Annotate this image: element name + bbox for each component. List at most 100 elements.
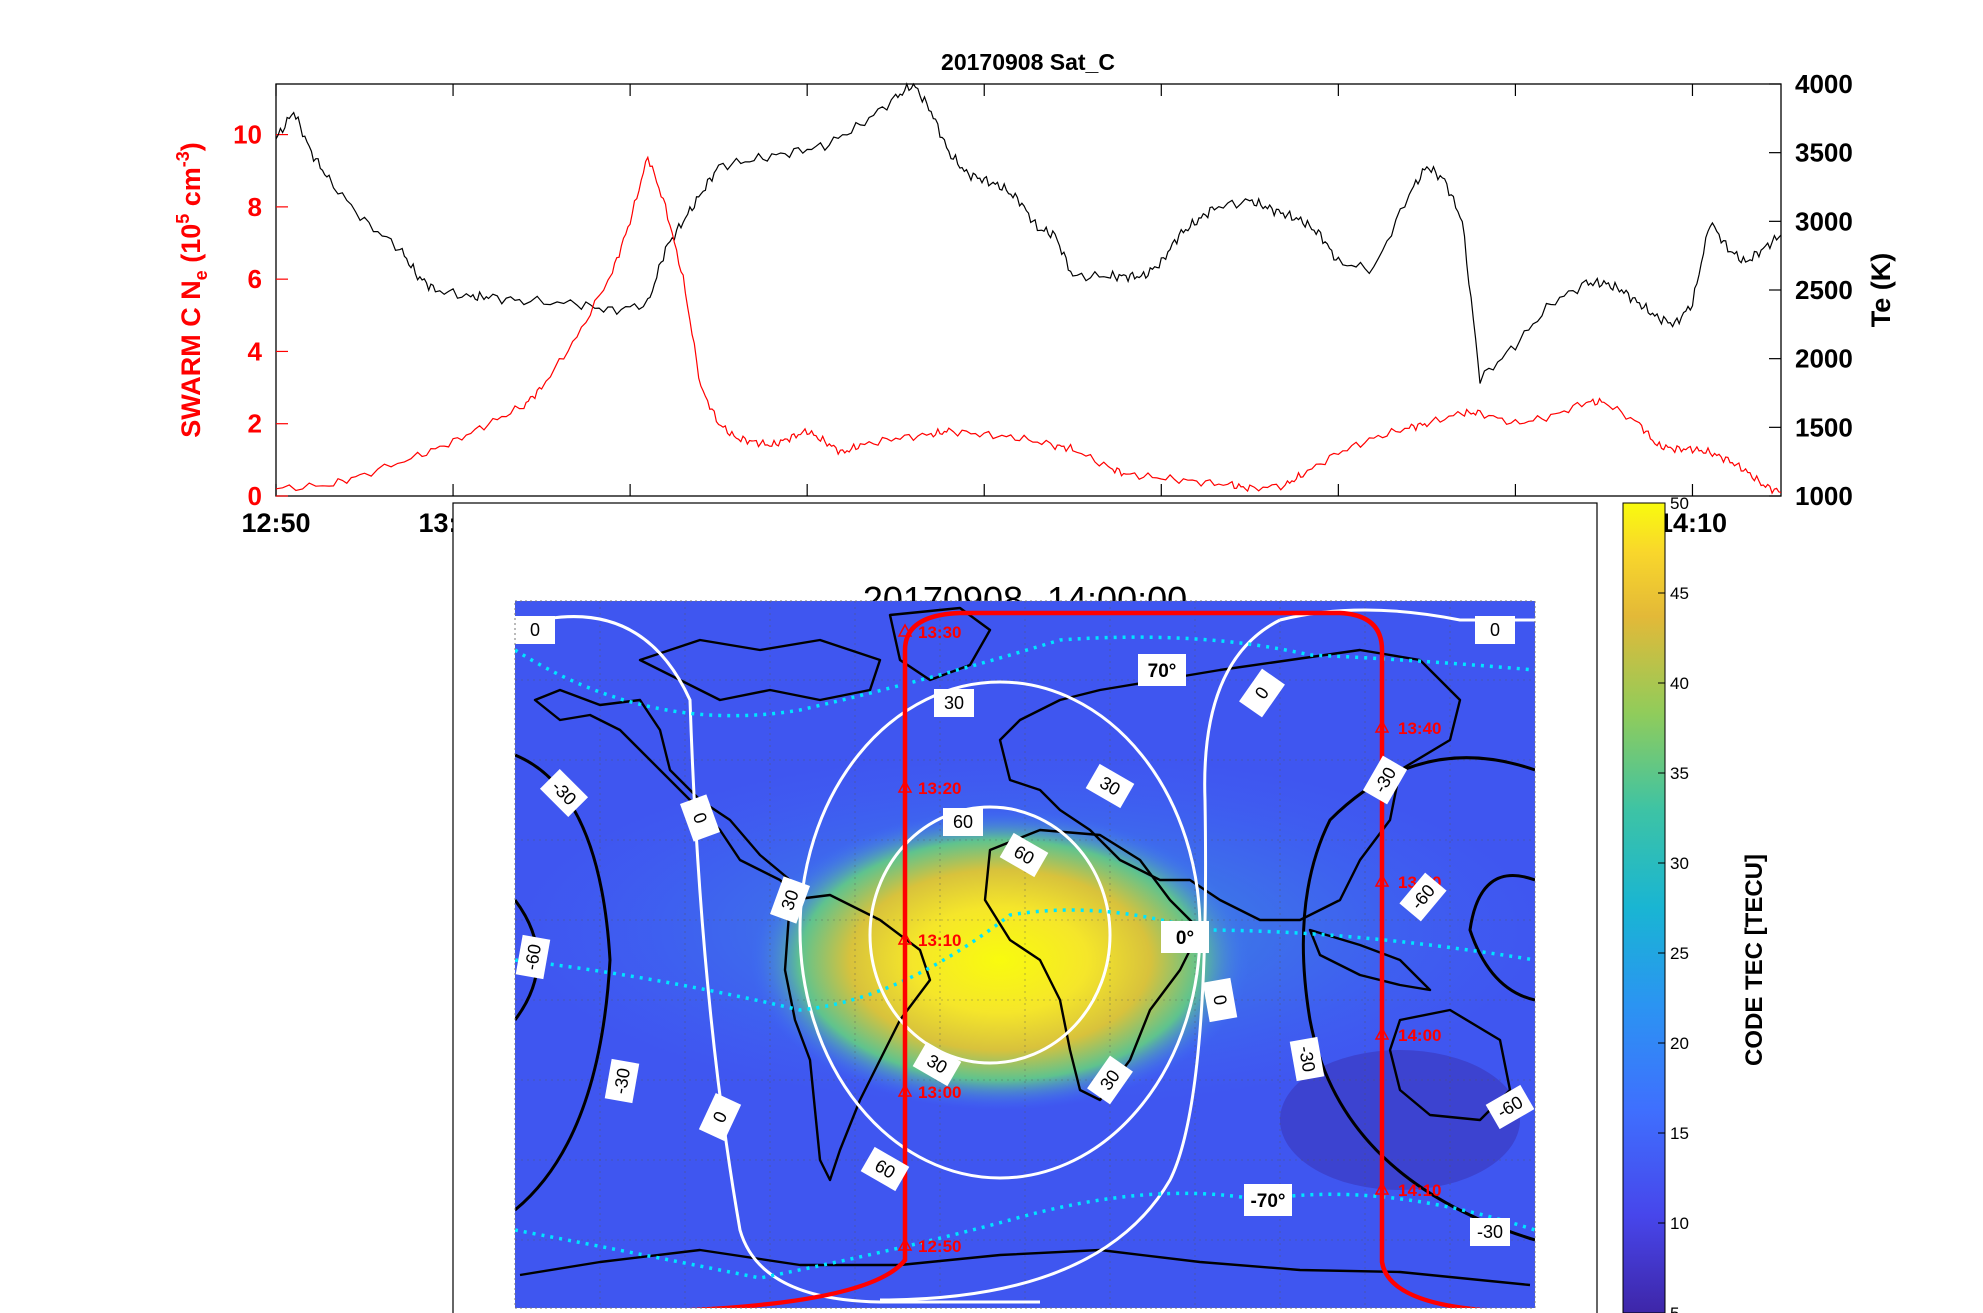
- colorbar-tick-label: 40: [1670, 674, 1689, 693]
- contour-label-white: 30: [934, 689, 974, 717]
- track-time-label: 13:30: [918, 623, 961, 642]
- contour-label-box: [1470, 1218, 1510, 1246]
- track-time-label: 14:00: [1398, 1026, 1441, 1045]
- track-marker-icon: [1374, 873, 1390, 887]
- contour-label-box: [539, 768, 589, 818]
- mlat-label: 0°: [1176, 928, 1194, 949]
- contour-label-text: 0: [1209, 993, 1230, 1006]
- contour-label-box: [943, 808, 983, 836]
- contour-label-white: 0: [1239, 668, 1285, 718]
- contour-label-box: [515, 616, 555, 644]
- track-marker-icon: [1374, 1026, 1390, 1040]
- contour-label-white: 30: [912, 1041, 962, 1087]
- colorbar: 50 45 40 35 30 25 20 15 10 5 CODE TEC [TECU]: [1622, 494, 1768, 1313]
- contour-label-text: -30: [610, 1066, 634, 1095]
- contour-label-white: 0: [1202, 977, 1238, 1023]
- coast-greenland: [888, 606, 992, 682]
- tec-peak: [750, 810, 1250, 1110]
- tec-map: 13:3013:2013:1013:0012:5013:4013:5014:00…: [515, 601, 1535, 1308]
- contour-label-white: 60: [860, 1146, 910, 1192]
- map-frame: [514, 600, 1536, 1309]
- contour-label-text: 0: [530, 620, 540, 640]
- colorbar-label: CODE TEC [TECU]: [1741, 854, 1768, 1066]
- mlat-label-box: [1161, 921, 1209, 953]
- y-left-tick-label: 2: [248, 409, 262, 439]
- contour-label-white: 0: [1475, 616, 1515, 644]
- x-tick-label: 12:50: [241, 508, 310, 538]
- y-left-tick-label: 8: [248, 192, 262, 222]
- contour-label-box: [604, 1058, 640, 1104]
- coastlines: [519, 606, 1531, 1287]
- track-marker-icon: [1374, 1181, 1390, 1195]
- contour-label-text: 30: [944, 693, 964, 713]
- contour-label-box: [1085, 763, 1135, 809]
- y-axis-left: 0 2 4 6 8 10: [233, 120, 288, 511]
- colorbar-tick-label: 25: [1670, 944, 1689, 963]
- contour-label-box: [999, 832, 1049, 878]
- track-time-label: 13:10: [918, 931, 961, 950]
- contour-label-box: [770, 876, 810, 924]
- mlat-label: 70°: [1148, 661, 1177, 682]
- track-time-label: 14:10: [1398, 1181, 1441, 1200]
- series-te-line: [275, 82, 1782, 384]
- y-right-tick-label: 2000: [1795, 344, 1853, 374]
- colorbar-tick-label: 50: [1670, 494, 1689, 513]
- track-marker-icon: [897, 779, 913, 793]
- contour-label-box: [515, 934, 551, 980]
- track-time-label: 13:20: [918, 779, 961, 798]
- coast-australia: [1388, 1008, 1512, 1122]
- colorbar-tick-label: 5: [1670, 1304, 1679, 1313]
- y-right-tick-label: 3500: [1795, 138, 1853, 168]
- coast-indonesia: [1308, 928, 1432, 992]
- contour-label-box: [1239, 668, 1285, 718]
- y-axis-right-label: Te (K): [1866, 253, 1896, 328]
- contour-label-black: -30: [604, 1058, 640, 1104]
- colorbar-ramp: [1622, 502, 1666, 1313]
- contour-label-box: [1362, 755, 1408, 805]
- contour-label-white: 30: [1087, 1055, 1133, 1105]
- colorbar-tick-label: 35: [1670, 764, 1689, 783]
- contour-label-box: [1202, 977, 1238, 1023]
- y-right-tick-label: 4000: [1795, 69, 1853, 99]
- contour-label-black: -30: [1470, 1218, 1510, 1246]
- colorbar-ticks: 50 45 40 35 30 25 20 15 10 5: [1658, 494, 1689, 1313]
- plot-frame: [275, 83, 1782, 497]
- contour-label-box: [1289, 1036, 1325, 1082]
- coast-arctic: [638, 638, 882, 702]
- contour-label-white: 60: [999, 832, 1049, 878]
- colorbar-tick-label: 20: [1670, 1034, 1689, 1053]
- y-left-tick-label: 10: [233, 120, 262, 150]
- track-marker-icon: [897, 931, 913, 945]
- y-axis-right: 1000 1500 2000 2500 3000 3500 4000: [1769, 69, 1853, 511]
- mlat-dotted-lines: [515, 635, 1535, 1280]
- contour-label-white: 0: [698, 1092, 742, 1142]
- colorbar-tick-label: 45: [1670, 584, 1689, 603]
- contour-label-box: [1475, 616, 1515, 644]
- coast-africa: [983, 828, 1202, 1102]
- contour-label-box: [912, 1041, 962, 1087]
- mlat-label-box: [1244, 1184, 1292, 1216]
- tec-low-east: [1280, 1050, 1520, 1190]
- contour-label-box: [1485, 1084, 1535, 1130]
- track-marker-icon: [897, 1083, 913, 1097]
- contour-label-text: -30: [1477, 1222, 1503, 1242]
- satellite-track: [686, 610, 1487, 1308]
- track-marker-icon: [897, 623, 913, 637]
- contour-label-box: [1399, 872, 1447, 922]
- contour-label-text: -60: [521, 942, 545, 971]
- y-right-tick-label: 1500: [1795, 412, 1853, 442]
- contour-labels: 0 000003030303030606060-30-60-30-30-30-60…: [515, 616, 1535, 1246]
- coast-south-america: [783, 893, 932, 1182]
- contour-label-box: [860, 1146, 910, 1192]
- contour-label-white: 0: [680, 794, 720, 842]
- track-markers: 13:3013:2013:1013:0012:5013:4013:5014:00…: [897, 623, 1441, 1256]
- track-time-label: 12:50: [918, 1237, 961, 1256]
- contour-label-white: 30: [1085, 763, 1135, 809]
- track-time-label: 13:40: [1398, 719, 1441, 738]
- contour-label-box: [1087, 1055, 1133, 1105]
- contour-label-box: [680, 794, 720, 842]
- contour-label-white: 30: [770, 876, 810, 924]
- y-left-tick-label: 0: [248, 481, 262, 511]
- y-left-tick-label: 6: [248, 264, 262, 294]
